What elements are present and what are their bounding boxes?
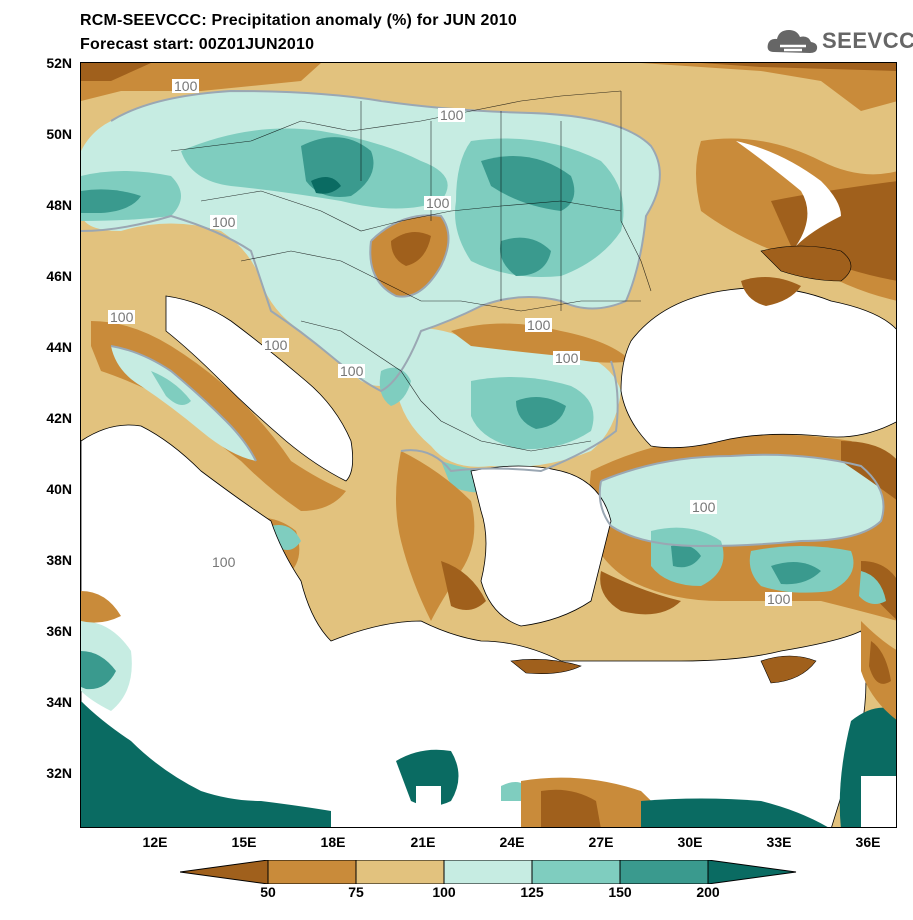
chart-title: RCM-SEEVCCC: Precipitation anomaly (%) f… [80,12,517,29]
colorbar-label: 50 [260,884,276,900]
contour-label: 100 [525,317,553,333]
lat-label: 32N [46,765,72,781]
logo-text: SEEVCCC [822,28,913,53]
colorbar-swatch [180,860,269,884]
contour-label: 100 [338,363,366,379]
colorbar-swatch [707,860,797,884]
colorbar-swatch [531,860,621,884]
lat-label: 46N [46,268,72,284]
contour-label: 100 [438,107,466,123]
contour-label: 100 [172,78,200,94]
lat-label: 38N [46,552,72,568]
colorbar-label: 125 [520,884,544,900]
lat-label: 50N [46,126,72,142]
colorbar [180,860,797,884]
lat-label: 44N [46,339,72,355]
contour-label: 100 [424,195,452,211]
contour-label: 100 [210,214,238,230]
colorbar-swatch [443,860,533,884]
contour-label: 100 [108,309,136,325]
seevccc-logo: SEEVCCC [766,22,913,58]
lon-label: 18E [320,834,346,850]
colorbar-label: 200 [696,884,720,900]
colorbar-label: 75 [348,884,364,900]
lat-label: 40N [46,481,72,497]
lon-label: 21E [410,834,436,850]
colorbar-swatch [619,860,709,884]
lon-label: 30E [677,834,703,850]
contour-label: 100 [262,337,290,353]
colorbar-label: 100 [432,884,456,900]
cloud-icon [767,30,818,53]
map-panel [80,62,897,828]
colorbar-swatch [267,860,357,884]
lat-label: 34N [46,694,72,710]
chart-subtitle: Forecast start: 00Z01JUN2010 [80,36,315,53]
lon-label: 33E [766,834,792,850]
lat-label: 52N [46,55,72,71]
lon-label: 15E [231,834,257,850]
colorbar-swatch [355,860,445,884]
lon-label: 36E [855,834,881,850]
lon-label: 27E [588,834,614,850]
anomaly-map [81,63,896,827]
lat-label: 42N [46,410,72,426]
lat-label: 36N [46,623,72,639]
lon-label: 12E [142,834,168,850]
contour-label: 100 [553,350,581,366]
contour-label: 100 [690,499,718,515]
contour-label: 100 [210,554,238,570]
contour-label: 100 [765,591,793,607]
colorbar-label: 150 [608,884,632,900]
lon-label: 24E [499,834,525,850]
lat-label: 48N [46,197,72,213]
